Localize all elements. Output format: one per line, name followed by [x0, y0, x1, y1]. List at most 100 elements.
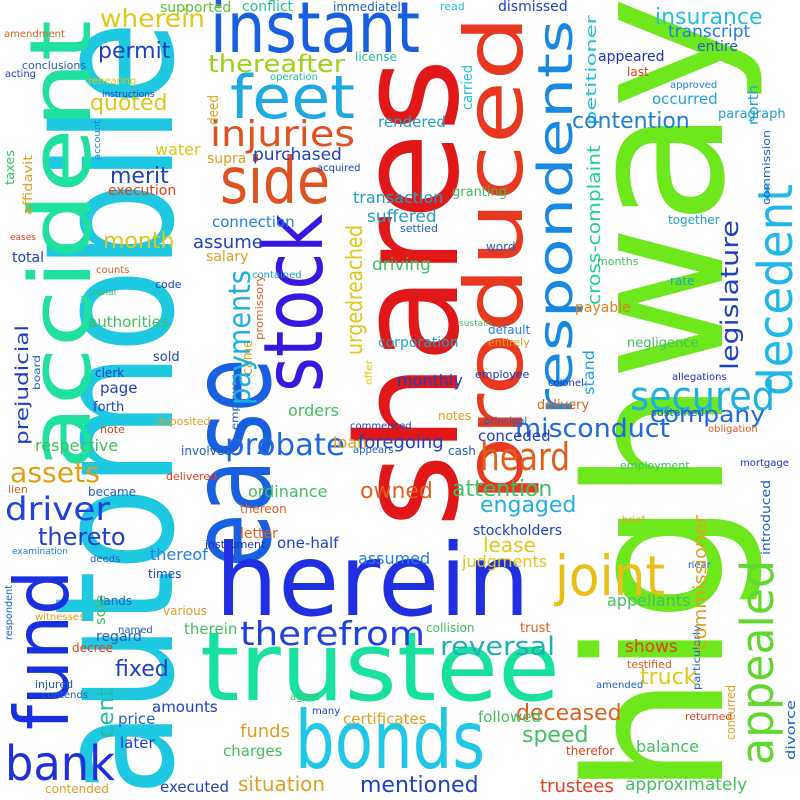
word: instructions: [102, 90, 155, 100]
word: stand: [580, 350, 598, 395]
word: page: [100, 379, 137, 397]
word: reached: [343, 225, 368, 300]
word: together: [668, 213, 720, 227]
word: immediately: [333, 0, 408, 14]
word: thereafter: [208, 50, 345, 78]
word: came: [240, 340, 256, 375]
word: balance: [636, 737, 699, 756]
word: accident: [12, 20, 111, 470]
word: insurance: [655, 5, 763, 30]
word: eases: [10, 233, 36, 243]
word: feet: [230, 63, 355, 133]
word: herein: [215, 522, 530, 639]
word: code: [155, 278, 182, 291]
word: acting: [5, 69, 36, 80]
word: appealed: [731, 560, 784, 765]
word: deposited: [156, 415, 210, 428]
word: default: [488, 323, 531, 337]
word: urged: [343, 300, 368, 355]
word: water: [155, 140, 201, 159]
word: respective: [35, 436, 118, 455]
word: times: [148, 567, 181, 581]
word: deceased: [516, 701, 622, 726]
word: later: [120, 734, 155, 752]
word: examination: [12, 547, 68, 557]
word: secured: [630, 374, 775, 420]
word: near: [688, 560, 712, 571]
word: mortgage: [740, 458, 789, 469]
word: various: [163, 604, 207, 618]
word: entirely: [488, 336, 530, 349]
word: collision: [426, 621, 474, 635]
word: reversal: [440, 632, 555, 662]
word: certificates: [343, 710, 427, 728]
word: decedent: [748, 184, 800, 396]
word: entire: [697, 39, 738, 55]
word: paragraph: [718, 107, 786, 122]
word: followed: [478, 708, 541, 726]
word: owned: [360, 479, 433, 504]
word: delivery: [537, 398, 590, 413]
word: injured: [35, 678, 73, 691]
word: month: [103, 229, 174, 254]
word: trustees: [540, 776, 614, 797]
word: employment: [620, 459, 690, 472]
word: one-half: [277, 534, 339, 552]
word: cash: [448, 444, 476, 458]
word: lease: [483, 533, 536, 557]
word: many: [312, 706, 340, 717]
word: bank: [5, 736, 115, 792]
word: testified: [627, 658, 672, 671]
word: contention: [572, 109, 690, 134]
word: appears: [353, 445, 393, 456]
word: rendered: [378, 113, 446, 131]
word: appellants: [607, 591, 690, 610]
word: execution: [108, 183, 176, 199]
word: appeared: [598, 49, 665, 65]
word: wherein: [100, 4, 205, 33]
word: total: [12, 250, 44, 266]
word: heard: [480, 435, 570, 479]
word: settled: [400, 222, 438, 235]
word: taxes: [3, 150, 17, 185]
word: promissory: [253, 274, 266, 340]
word: employee: [475, 368, 530, 381]
word: quoted: [90, 91, 168, 116]
word: merit: [110, 164, 169, 189]
word: months: [597, 255, 639, 268]
word: obligation: [708, 424, 758, 435]
word: dismissed: [498, 0, 568, 15]
word: cross-complaint: [584, 145, 605, 305]
word: purchased: [253, 145, 342, 165]
word: approximately: [625, 775, 747, 795]
word: deeds: [90, 554, 120, 565]
word: thereon: [240, 502, 287, 516]
word: stock: [247, 214, 342, 392]
word: board: [32, 355, 43, 390]
word: company: [650, 403, 765, 428]
word: amended: [596, 680, 643, 691]
word: transcript: [668, 22, 751, 42]
word: commission: [760, 130, 773, 205]
word: concurred: [724, 685, 738, 740]
word: returned: [685, 710, 732, 723]
word: read: [440, 0, 465, 13]
word: sustain: [459, 319, 491, 329]
word: ease: [167, 358, 297, 568]
word: amendment: [4, 29, 65, 40]
word: thereof: [150, 545, 208, 564]
word: fixed: [115, 657, 169, 682]
word: joint: [554, 544, 665, 608]
word: salary: [206, 249, 248, 265]
word: commissioner: [690, 514, 711, 650]
word: connection: [212, 213, 295, 231]
word: word: [486, 240, 516, 254]
word: canal: [92, 288, 116, 298]
word: assumed: [358, 549, 430, 568]
word: probate: [225, 428, 345, 463]
word: allegations: [672, 372, 727, 383]
word: lands: [100, 594, 132, 608]
word: orders: [288, 401, 339, 420]
word: counts: [96, 265, 129, 276]
word: last: [627, 65, 649, 79]
